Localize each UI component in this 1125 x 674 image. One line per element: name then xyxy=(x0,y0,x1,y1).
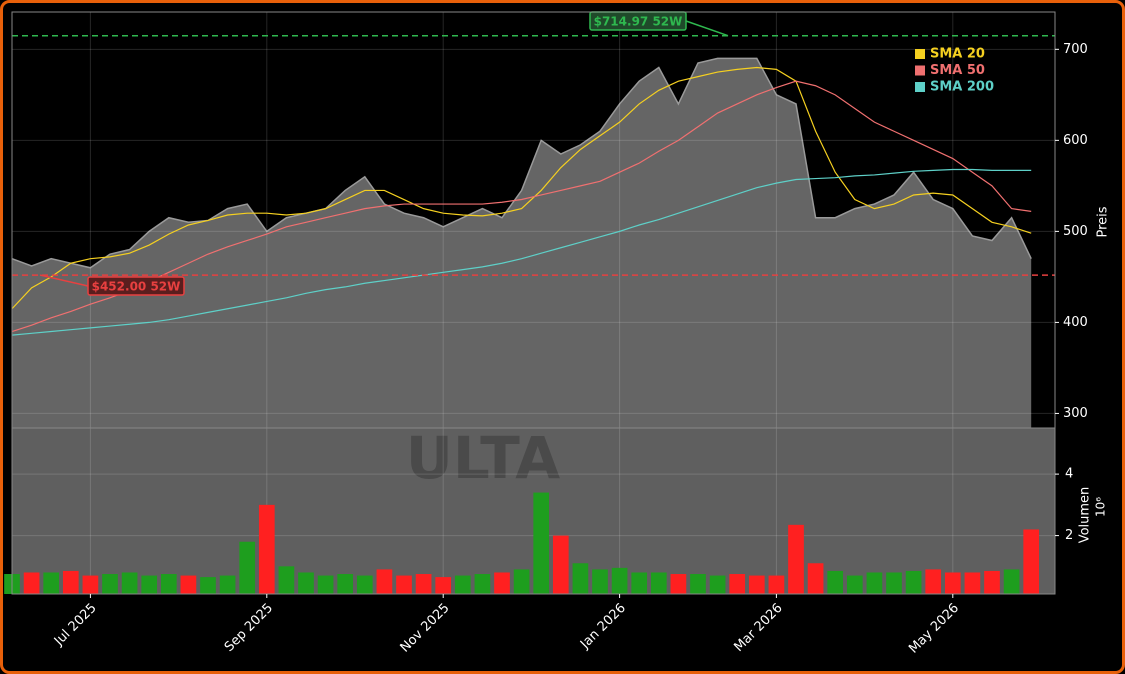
volume-bar xyxy=(494,572,510,594)
volume-bar xyxy=(219,575,236,594)
plot-border xyxy=(11,427,1056,595)
volume-bar xyxy=(846,575,863,594)
y-tick-label: 300 xyxy=(1063,406,1088,421)
y-axis-offset: 10⁶ xyxy=(1094,497,1108,517)
volume-bar xyxy=(200,577,216,594)
volume-bar xyxy=(964,572,981,594)
volume-bar xyxy=(984,570,1000,594)
volume-bar xyxy=(180,575,197,594)
volume-bar xyxy=(1023,529,1040,594)
volume-bar xyxy=(866,572,883,594)
y-axis-label: Volumen xyxy=(1078,487,1093,544)
watermark-symbol: ULTA xyxy=(406,424,561,492)
volume-bar xyxy=(670,574,687,594)
sma-line xyxy=(11,168,1032,336)
legend-swatch xyxy=(915,65,925,76)
volume-bar xyxy=(709,575,726,594)
volume-bar xyxy=(121,572,138,594)
volume-bar xyxy=(43,572,60,594)
legend-swatch xyxy=(915,49,925,59)
legend-label: SMA 50 xyxy=(930,63,985,78)
volume-bar xyxy=(239,541,256,594)
y-tick-label: 500 xyxy=(1063,224,1088,239)
volume-bar xyxy=(160,574,177,594)
volume-bar xyxy=(827,570,844,594)
y-tick-label: 2 xyxy=(1065,528,1073,543)
volume-bar xyxy=(611,567,628,594)
y-tick-label: 600 xyxy=(1063,133,1088,148)
y-tick-label: 700 xyxy=(1063,42,1088,57)
volume-bar xyxy=(533,492,550,594)
volume-bar xyxy=(905,570,922,594)
volume-bar xyxy=(513,569,530,594)
sma-line xyxy=(11,80,1032,333)
annotation-label: $452.00 52W xyxy=(92,280,181,294)
volume-bar xyxy=(415,574,432,594)
volume-bar xyxy=(141,575,158,594)
volume-bar xyxy=(102,574,118,594)
volume-bar xyxy=(298,572,314,594)
annotation-arrow xyxy=(685,20,729,37)
volume-bar xyxy=(62,570,79,594)
volume-bar xyxy=(435,577,452,594)
volume-bar xyxy=(23,572,40,594)
sma-line xyxy=(11,66,1032,310)
volume-bar xyxy=(82,575,99,594)
volume-bar xyxy=(337,574,354,594)
volume-bar xyxy=(1003,569,1020,594)
volume-bar xyxy=(356,575,373,594)
annotation-box xyxy=(87,276,185,296)
volume-bar xyxy=(454,575,471,594)
volume-bar xyxy=(886,572,902,594)
volume-bar xyxy=(474,574,491,594)
annotation-arrow xyxy=(39,274,89,287)
y-tick-label: 400 xyxy=(1063,315,1088,330)
volume-bar xyxy=(690,574,706,594)
price-area xyxy=(12,58,1032,429)
volume-bar xyxy=(552,535,569,594)
price-line xyxy=(11,57,1032,269)
volume-bar xyxy=(278,566,295,594)
volume-bar xyxy=(729,574,746,594)
volume-bar xyxy=(396,575,412,594)
volume-bar xyxy=(807,563,824,594)
volume-bar xyxy=(925,569,942,594)
annotation-label: $714.97 52W xyxy=(594,15,683,29)
volume-bar xyxy=(788,524,804,594)
volume-bar xyxy=(258,504,275,594)
volume-bar xyxy=(631,572,648,594)
volume-bar xyxy=(572,563,589,594)
volume-bar xyxy=(944,572,961,594)
volume-bar xyxy=(748,575,765,594)
volume-bar xyxy=(592,569,608,594)
y-axis-label: Preis xyxy=(1096,206,1111,237)
volume-bar xyxy=(650,572,667,594)
legend-label: SMA 200 xyxy=(930,80,994,95)
volume-bar xyxy=(768,575,785,594)
legend-swatch xyxy=(915,82,925,92)
legend-label: SMA 20 xyxy=(930,47,985,62)
volume-bar xyxy=(317,575,334,594)
volume-bar xyxy=(376,569,393,594)
y-tick-label: 4 xyxy=(1065,467,1073,482)
